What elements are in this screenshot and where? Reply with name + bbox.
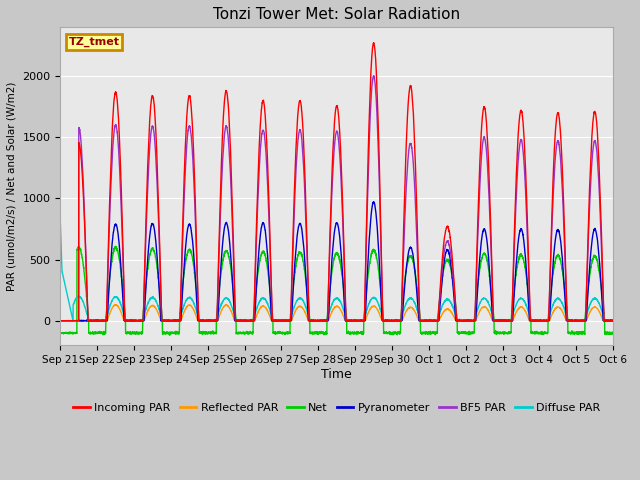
Incoming PAR [370,40,378,46]
Diffuse PAR [56,220,64,226]
Incoming PAR [609,318,617,324]
Pyranometer [316,318,324,324]
Diffuse PAR [609,317,616,323]
Reflected PAR [492,318,500,324]
Incoming PAR [492,318,500,324]
Incoming PAR [156,241,163,247]
BF5 PAR [461,317,468,323]
Reflected PAR [56,318,64,324]
Pyranometer [492,317,500,323]
Incoming PAR [461,318,468,324]
Reflected PAR [156,314,164,320]
BF5 PAR [56,318,64,324]
Diffuse PAR [430,318,438,324]
Line: Pyranometer: Pyranometer [60,202,613,321]
Pyranometer [56,318,64,324]
Reflected PAR [609,318,616,324]
Net [430,329,438,335]
Pyranometer [430,317,438,323]
Incoming PAR [316,318,324,324]
Line: BF5 PAR: BF5 PAR [60,76,613,321]
Incoming PAR [430,317,438,323]
BF5 PAR [492,318,500,324]
Pyranometer [461,318,468,324]
Line: Diffuse PAR: Diffuse PAR [60,223,613,321]
Net [166,332,173,338]
Incoming PAR [56,318,64,324]
Diffuse PAR [492,318,500,324]
Reflected PAR [461,318,468,324]
Net [111,243,119,249]
Reflected PAR [609,318,617,324]
Diffuse PAR [316,318,324,324]
Pyranometer [609,318,616,324]
Diffuse PAR [609,318,617,324]
Line: Reflected PAR: Reflected PAR [60,305,613,321]
BF5 PAR [156,252,163,258]
Net [492,330,500,336]
Net [316,329,324,335]
Net [609,329,617,335]
Text: TZ_tmet: TZ_tmet [68,37,120,47]
Net [609,331,616,337]
BF5 PAR [609,317,616,323]
Legend: Incoming PAR, Reflected PAR, Net, Pyranometer, BF5 PAR, Diffuse PAR: Incoming PAR, Reflected PAR, Net, Pyrano… [68,398,605,417]
Title: Tonzi Tower Met: Solar Radiation: Tonzi Tower Met: Solar Radiation [213,7,460,22]
Diffuse PAR [69,318,77,324]
Reflected PAR [111,302,119,308]
Net [156,289,164,295]
BF5 PAR [430,317,438,323]
Net [56,330,64,336]
Reflected PAR [430,318,438,324]
Line: Net: Net [60,246,613,335]
Line: Incoming PAR: Incoming PAR [60,43,613,321]
Pyranometer [156,294,163,300]
BF5 PAR [609,318,617,324]
BF5 PAR [370,73,378,79]
Diffuse PAR [461,318,468,324]
Reflected PAR [316,318,324,324]
Y-axis label: PAR (umol/m2/s) / Net and Solar (W/m2): PAR (umol/m2/s) / Net and Solar (W/m2) [7,82,17,291]
Net [461,329,468,335]
Incoming PAR [609,318,616,324]
Pyranometer [370,199,378,204]
Diffuse PAR [156,308,164,314]
X-axis label: Time: Time [321,368,352,381]
Pyranometer [609,318,617,324]
BF5 PAR [316,318,324,324]
